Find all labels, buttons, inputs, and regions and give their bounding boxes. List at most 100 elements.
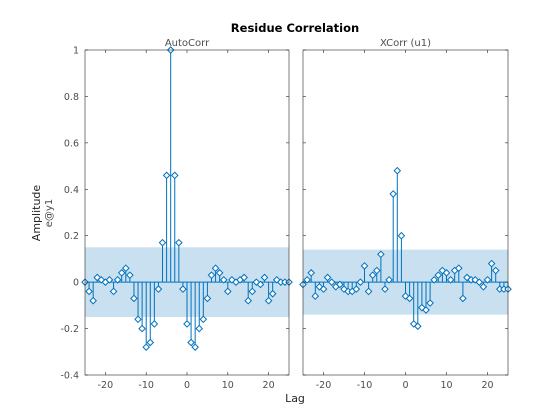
stem-marker bbox=[413, 322, 422, 331]
stem-marker bbox=[191, 343, 199, 351]
stem-marker bbox=[479, 282, 488, 291]
stem-marker bbox=[475, 278, 484, 286]
stem-marker bbox=[268, 289, 277, 298]
stem-marker bbox=[105, 276, 114, 284]
x-tick-label: 0 bbox=[184, 380, 190, 391]
stem-marker bbox=[500, 285, 508, 293]
stem-marker bbox=[142, 343, 151, 351]
stem-marker bbox=[454, 264, 463, 273]
stem-marker bbox=[360, 262, 369, 270]
stem-marker bbox=[187, 338, 195, 347]
stem-marker bbox=[303, 276, 311, 284]
stem-marker bbox=[130, 294, 138, 303]
panel-1: -20 -10 0 10 20 -0.4 -0.2 0 0.2 0.4 0.6 0.8 1 AutoCor… bbox=[60, 38, 293, 391]
x-tick-label: -20 bbox=[316, 380, 332, 391]
panel-title: XCorr (u1) bbox=[380, 38, 431, 49]
stem-marker bbox=[244, 296, 253, 305]
stem-marker bbox=[109, 287, 118, 296]
stem-marker bbox=[260, 273, 269, 282]
stem-marker bbox=[117, 269, 126, 277]
stem-marker bbox=[150, 320, 159, 328]
stem-marker bbox=[138, 324, 146, 333]
stem-marker bbox=[134, 315, 142, 324]
stem-marker bbox=[364, 287, 373, 296]
stem-marker bbox=[405, 294, 414, 303]
stem-marker bbox=[327, 278, 336, 286]
stem-marker bbox=[195, 324, 204, 333]
y-tick-label: -0.4 bbox=[60, 371, 79, 382]
x-tick-label: -10 bbox=[357, 380, 373, 391]
stem-marker bbox=[199, 315, 208, 324]
stem-marker bbox=[446, 276, 455, 284]
stem-marker bbox=[207, 271, 216, 279]
stem-marker bbox=[203, 294, 212, 303]
stem-marker bbox=[311, 292, 320, 300]
stem-marker bbox=[368, 271, 377, 279]
x-tick-label: 20 bbox=[263, 380, 275, 391]
stem-marker bbox=[170, 171, 179, 180]
x-axis-label: Lag bbox=[285, 392, 305, 405]
stem-marker bbox=[256, 280, 265, 289]
stem-marker bbox=[495, 285, 504, 293]
stem-marker bbox=[215, 269, 224, 277]
y-tick-label: 0.6 bbox=[64, 138, 79, 149]
stem-marker bbox=[183, 320, 191, 328]
stem-marker bbox=[85, 287, 93, 296]
y-tick-label: 0.2 bbox=[64, 231, 79, 242]
chart-panels: -20 -10 0 10 20 -0.4 -0.2 0 0.2 0.4 0.6 0.8 1 AutoCor… bbox=[60, 38, 512, 391]
stem-marker bbox=[179, 285, 187, 293]
x-tick-label: -10 bbox=[138, 380, 154, 391]
x-tick-label: 10 bbox=[440, 380, 452, 391]
stem-marker bbox=[323, 273, 332, 282]
stem-marker bbox=[126, 271, 134, 279]
stem-marker bbox=[385, 276, 393, 284]
y-tick-label: 0.8 bbox=[64, 92, 79, 103]
y-tick-label: 0.4 bbox=[64, 185, 79, 196]
stem-marker bbox=[487, 259, 496, 268]
stem-marker bbox=[211, 264, 220, 273]
stem-marker bbox=[422, 306, 430, 314]
stem-marker bbox=[426, 299, 434, 307]
stem-marker bbox=[434, 271, 443, 279]
x-tick-label: 20 bbox=[481, 380, 493, 391]
stem-marker bbox=[281, 278, 289, 286]
stem-marker bbox=[459, 294, 467, 303]
panel-title: AutoCorr bbox=[165, 38, 210, 49]
stem-marker bbox=[162, 171, 171, 180]
stem-marker bbox=[356, 278, 365, 286]
y-axis-label: Amplitude bbox=[30, 185, 43, 242]
stem-marker bbox=[307, 269, 316, 277]
stem-marker bbox=[113, 276, 122, 284]
panel-2: -20 -10 0 10 20 XCorr (u1) bbox=[299, 38, 512, 391]
y-tick-label: 1 bbox=[73, 46, 79, 57]
stem-marker bbox=[264, 296, 273, 305]
stem-marker bbox=[491, 266, 500, 275]
stem-marker bbox=[467, 276, 475, 284]
stem-marker bbox=[372, 266, 381, 275]
stem-marker bbox=[442, 269, 451, 277]
stem-marker bbox=[240, 273, 248, 282]
stem-marker bbox=[319, 285, 328, 293]
stem-marker bbox=[344, 287, 352, 296]
stem-marker bbox=[483, 276, 492, 284]
x-tick-label: -20 bbox=[98, 380, 114, 391]
stem-marker bbox=[377, 250, 385, 259]
stem-marker bbox=[158, 238, 167, 247]
stem-marker bbox=[248, 287, 257, 296]
stem-marker bbox=[336, 280, 344, 289]
stem-marker bbox=[121, 264, 130, 273]
stem-marker bbox=[389, 190, 398, 198]
axes-box bbox=[302, 49, 509, 376]
stem-marker bbox=[146, 338, 155, 347]
stem-marker bbox=[89, 296, 97, 305]
stem-marker bbox=[223, 287, 232, 296]
x-tick-label: 10 bbox=[222, 380, 234, 391]
stem-marker bbox=[352, 285, 361, 293]
stem-marker bbox=[430, 276, 439, 284]
x-tick-label: 0 bbox=[402, 380, 408, 391]
stem-marker bbox=[277, 278, 285, 286]
stem-marker bbox=[219, 276, 228, 284]
y-tick-label: -0.2 bbox=[60, 324, 79, 335]
stem-marker bbox=[397, 231, 406, 240]
